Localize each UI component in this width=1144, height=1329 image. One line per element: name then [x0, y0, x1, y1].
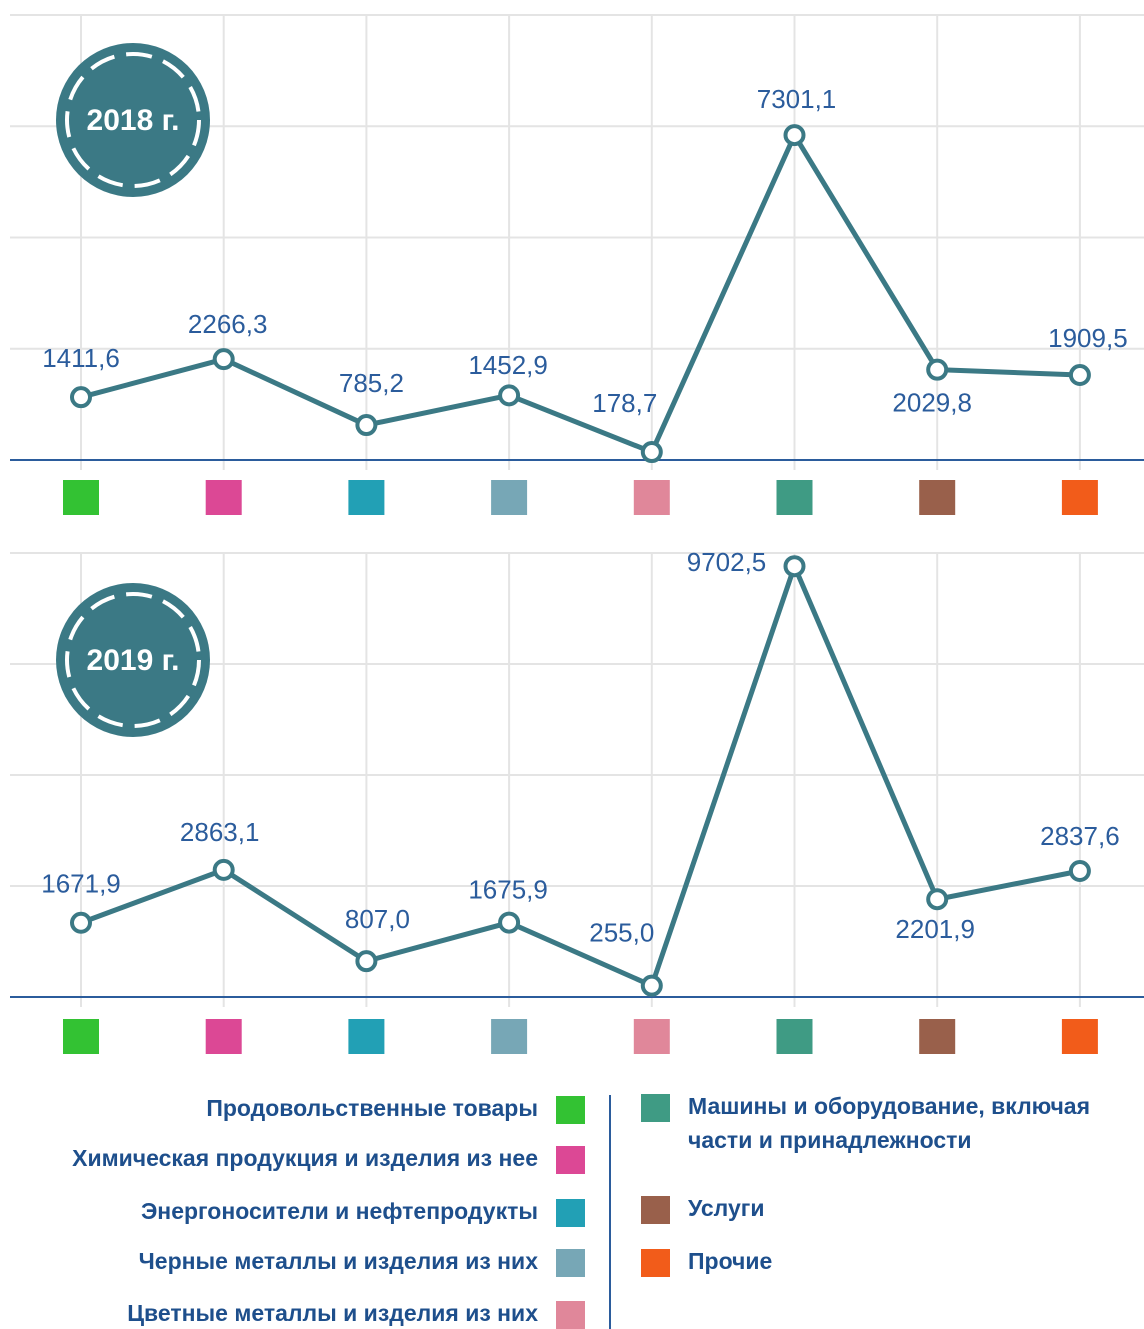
value-label: 7301,1 — [757, 84, 837, 114]
category-swatch — [491, 480, 528, 515]
data-point — [355, 950, 378, 973]
legend-swatch — [556, 1096, 585, 1124]
data-point — [70, 386, 92, 409]
legend-swatch — [556, 1146, 585, 1174]
data-point — [70, 911, 92, 934]
value-label: 1675,9 — [468, 874, 548, 904]
category-swatch — [1061, 480, 1098, 515]
data-point — [212, 858, 235, 881]
year-badge-ring — [65, 592, 201, 728]
legend-label: Энергоносители и нефтепродукты — [141, 1198, 538, 1224]
category-swatch — [776, 1019, 813, 1054]
data-point — [783, 555, 806, 578]
data-point — [783, 124, 806, 147]
category-swatch — [919, 1019, 956, 1054]
year-badge-title: 2019 г. — [87, 644, 180, 677]
legend-swatch — [556, 1199, 585, 1227]
category-swatch — [205, 480, 242, 515]
value-label: 2837,6 — [1040, 821, 1120, 851]
category-swatch — [491, 1019, 528, 1054]
legend-swatch — [641, 1249, 670, 1277]
data-point — [1068, 364, 1091, 387]
value-label: 255,0 — [589, 918, 654, 948]
category-swatch — [348, 1019, 385, 1054]
data-point — [926, 888, 949, 911]
legend-label: Машины и оборудование, включая — [688, 1093, 1090, 1119]
year-badge — [56, 43, 210, 197]
category-swatch — [1061, 1019, 1098, 1054]
value-label: 1411,6 — [42, 343, 120, 373]
data-point — [212, 348, 235, 371]
legend-swatch — [641, 1196, 670, 1224]
year-badge — [56, 583, 210, 737]
legend-label: Черные металлы и изделия из них — [139, 1248, 539, 1274]
value-label: 2266,3 — [188, 309, 268, 339]
value-label: 178,7 — [592, 388, 657, 418]
data-point — [640, 974, 663, 997]
category-swatch — [63, 480, 99, 515]
value-label: 2029,8 — [892, 388, 972, 418]
legend-label: Химическая продукция и изделия из нее — [72, 1145, 538, 1171]
data-point — [498, 911, 521, 934]
category-swatch — [63, 1019, 99, 1054]
value-label: 1452,9 — [468, 350, 548, 380]
data-point — [640, 441, 663, 464]
category-swatch — [633, 1019, 670, 1054]
data-line — [80, 563, 1081, 989]
legend-swatch — [556, 1249, 585, 1277]
category-swatch — [776, 480, 813, 515]
year-badge-ring — [65, 52, 201, 188]
legend-swatch — [556, 1301, 585, 1329]
data-point — [1068, 860, 1091, 883]
data-point — [355, 414, 378, 437]
legend-label: Услуги — [688, 1195, 764, 1221]
legend-label: части и принадлежности — [688, 1127, 972, 1153]
category-swatch — [205, 1019, 242, 1054]
category-swatch — [348, 480, 385, 515]
legend-swatch — [641, 1094, 670, 1122]
value-label: 2863,1 — [180, 817, 260, 847]
legend-label: Продовольственные товары — [206, 1095, 538, 1121]
value-label: 807,0 — [345, 904, 410, 934]
value-label: 9702,5 — [687, 547, 767, 577]
value-label: 2201,9 — [895, 914, 975, 944]
value-label: 1909,5 — [1048, 323, 1128, 353]
data-point — [498, 384, 521, 407]
value-label: 1671,9 — [41, 869, 121, 899]
legend-label: Прочие — [688, 1248, 772, 1274]
data-point — [926, 358, 949, 381]
value-label: 785,2 — [339, 368, 404, 398]
data-line — [80, 132, 1080, 455]
legend-label: Цветные металлы и изделия из них — [127, 1300, 538, 1326]
category-swatch — [633, 480, 670, 515]
category-swatch — [919, 480, 956, 515]
year-badge-title: 2018 г. — [87, 104, 180, 137]
